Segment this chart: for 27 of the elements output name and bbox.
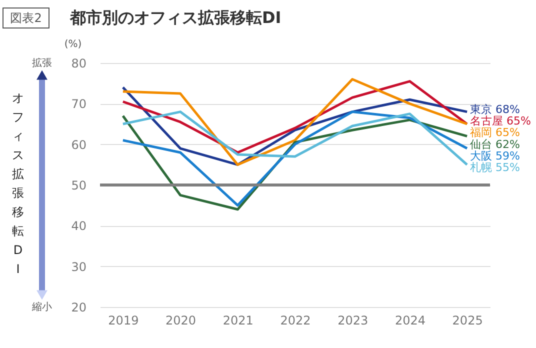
x-tick-label: 2020 xyxy=(166,314,196,328)
text: (%) xyxy=(64,39,82,50)
text: オフィス拡張移転DI xyxy=(12,91,24,276)
text: 拡張 xyxy=(32,57,52,69)
text: 名古屋 65% xyxy=(470,114,532,128)
x-tick-label: 2025 xyxy=(452,314,483,328)
x-tick-label: 2023 xyxy=(338,314,368,328)
y-tick-label: 60 xyxy=(71,138,86,152)
x-tick-label: 2024 xyxy=(394,314,426,328)
text: 縮小 xyxy=(31,301,52,313)
y-tick-label: 40 xyxy=(71,219,86,234)
text: 札幌 55% xyxy=(470,161,520,174)
x-tick-label: 2022 xyxy=(280,314,311,328)
text: 大阪 59% xyxy=(470,149,520,162)
text: 東京 68% xyxy=(470,103,520,116)
y-tick-label: 30 xyxy=(71,260,86,274)
chart-title: 都市別のオフィス拡張移転DI xyxy=(69,8,282,27)
x-tick-label: 2019 xyxy=(108,314,139,328)
y-tick-label: 80 xyxy=(71,56,86,70)
text: 仙台 62% xyxy=(470,138,520,151)
line-series xyxy=(122,110,468,166)
y-tick-label: 20 xyxy=(71,300,86,314)
y-tick-label: 50 xyxy=(71,178,86,192)
text: 図表2 xyxy=(10,11,42,25)
text: 福岡 65% xyxy=(470,126,520,140)
x-tick-label: 2021 xyxy=(222,314,254,328)
y-tick-label: 70 xyxy=(71,97,86,112)
